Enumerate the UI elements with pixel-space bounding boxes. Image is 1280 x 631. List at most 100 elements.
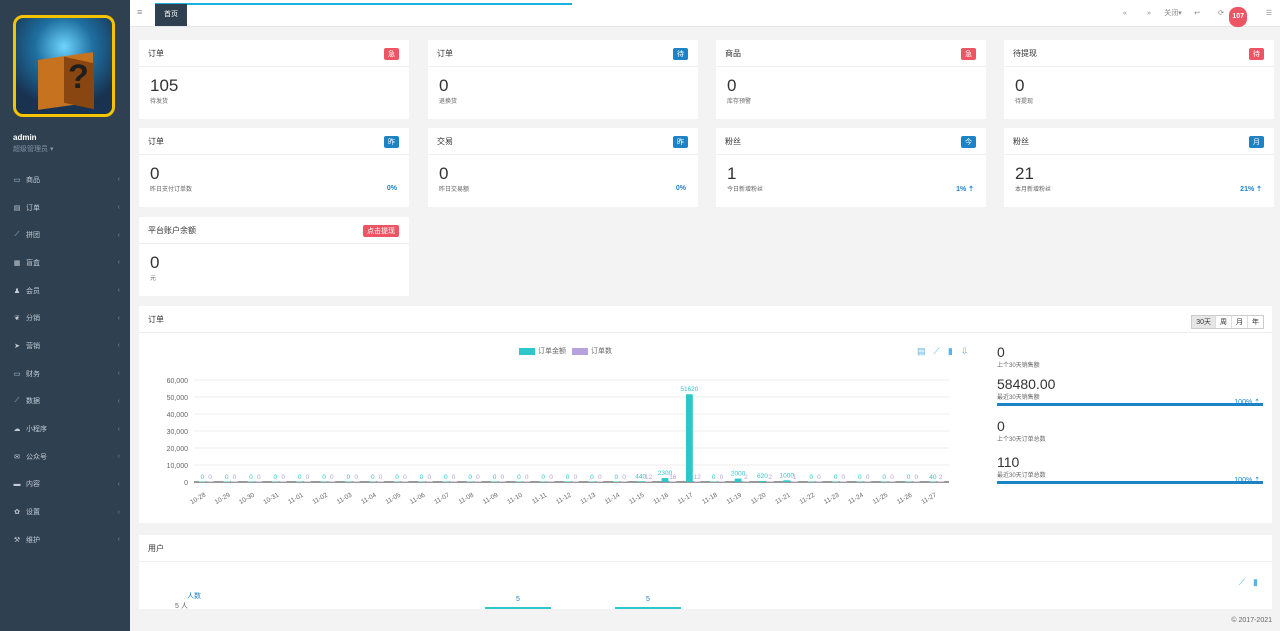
line-switch-icon[interactable]: ⟋ bbox=[933, 346, 940, 356]
back-icon[interactable]: ↩ bbox=[1194, 10, 1200, 17]
stat-card: 平台账户余额 点击提现 0 元 bbox=[139, 217, 409, 296]
loading-bar bbox=[155, 3, 572, 5]
bar-amount bbox=[442, 481, 450, 482]
card-label: 昨 bbox=[673, 136, 688, 148]
data-label: 0 bbox=[907, 474, 911, 481]
data-label: 0 bbox=[549, 474, 553, 481]
data-label: 0 bbox=[866, 474, 870, 481]
card-label: 急 bbox=[961, 48, 976, 60]
data-label: 0 bbox=[354, 474, 358, 481]
card-subtitle: 元 bbox=[150, 276, 157, 282]
range-button[interactable]: 周 bbox=[1216, 316, 1232, 328]
range-button[interactable]: 月 bbox=[1232, 316, 1248, 328]
data-label: 2 bbox=[744, 474, 748, 481]
footer-copyright: © 2017-2021 bbox=[1231, 617, 1272, 624]
sidebar-item-7[interactable]: ▭ 财务 ‹ bbox=[0, 360, 130, 388]
download-icon[interactable]: ⇩ bbox=[960, 346, 969, 356]
stat-progress bbox=[997, 481, 1263, 484]
bar-amount bbox=[296, 481, 304, 482]
chevron-left-icon: ‹ bbox=[117, 231, 120, 239]
sidebar-item-12[interactable]: ✿ 设置 ‹ bbox=[0, 498, 130, 526]
user-name[interactable]: admin bbox=[13, 133, 37, 142]
user-role[interactable]: 超级管理员 ▾ bbox=[13, 146, 54, 153]
data-label: 0 bbox=[257, 474, 261, 481]
share-icon: ❦ bbox=[14, 315, 20, 323]
tab-home[interactable]: 首页 bbox=[155, 4, 187, 26]
x-tick-label: 11-02 bbox=[311, 491, 329, 505]
sidebar-item-1[interactable]: ▤ 订单 ‹ bbox=[0, 194, 130, 222]
card-subtitle: 昨日交易额 bbox=[439, 187, 470, 193]
scroll-left-icon[interactable]: « bbox=[1123, 10, 1127, 17]
sidebar-item-9[interactable]: ☁ 小程序 ‹ bbox=[0, 415, 130, 443]
bar-amount bbox=[637, 481, 645, 482]
legend-label: 订单金额 bbox=[538, 348, 566, 355]
sidebar-item-label: 拼团 bbox=[26, 232, 40, 240]
sidebar-item-0[interactable]: ▭ 商品 ‹ bbox=[0, 166, 130, 194]
data-label: 0 bbox=[566, 474, 570, 481]
sidebar-item-label: 财务 bbox=[26, 370, 40, 378]
bar-switch-icon[interactable]: ▮ bbox=[947, 346, 953, 356]
sidebar-item-8[interactable]: ⟋ 数据 ‹ bbox=[0, 388, 130, 416]
sidebar-nav: ▭ 商品 ‹ ▤ 订单 ‹ ⟋ 拼团 ‹ ▦ 盲盒 ‹ ♟ 会员 ‹ ❦ 分销 ‹ ➤ 营销 ‹ ▭ 财务 ‹ ⟋ 数据 ‹ ☁ 小程序… bbox=[0, 166, 130, 554]
range-button[interactable]: 30天 bbox=[1192, 316, 1216, 328]
card-value: 0 bbox=[439, 164, 449, 183]
legend-item[interactable]: 订单数 bbox=[572, 346, 612, 356]
card-percent: 21% ⇡ bbox=[1240, 186, 1262, 193]
bell-icon[interactable]: ♪107 bbox=[1229, 5, 1256, 27]
data-label: 2000 bbox=[731, 471, 746, 478]
menu-toggle-icon[interactable]: ≡ bbox=[137, 7, 143, 17]
card-title: 交易 bbox=[437, 137, 453, 146]
line-switch-icon[interactable]: ⟋ bbox=[1238, 577, 1246, 587]
x-tick-label: 11-14 bbox=[604, 491, 622, 505]
data-label: 2 bbox=[939, 474, 943, 481]
sidebar-item-3[interactable]: ▦ 盲盒 ‹ bbox=[0, 249, 130, 277]
chevron-left-icon: ‹ bbox=[117, 342, 120, 350]
bar-amount bbox=[418, 481, 425, 482]
data-view-icon[interactable]: ▤ bbox=[917, 346, 926, 356]
card-value: 0 bbox=[150, 164, 160, 183]
sidebar-item-2[interactable]: ⟋ 拼团 ‹ bbox=[0, 221, 130, 249]
chart-icon: ⟋ bbox=[14, 231, 20, 239]
bar-switch-icon[interactable]: ▮ bbox=[1253, 577, 1258, 587]
bar-count bbox=[888, 481, 896, 482]
bar-amount bbox=[564, 481, 572, 482]
close-tabs-button[interactable]: 关闭▾ bbox=[1164, 10, 1182, 17]
card-subtitle: 昨日支付订单数 bbox=[150, 187, 193, 193]
bar-amount bbox=[759, 480, 766, 482]
bar-amount bbox=[661, 478, 669, 482]
sidebar-item-label: 数据 bbox=[26, 398, 40, 406]
scroll-right-icon[interactable]: » bbox=[1147, 10, 1151, 17]
sidebar-item-5[interactable]: ❦ 分销 ‹ bbox=[0, 304, 130, 332]
data-label: 0 bbox=[298, 474, 302, 481]
goods-icon: ▭ bbox=[13, 176, 21, 184]
user-panel-title: 用户 bbox=[148, 544, 164, 553]
card-subtitle: 本月新增粉丝 bbox=[1015, 187, 1052, 193]
sidebar-item-13[interactable]: ⚒ 维护 ‹ bbox=[0, 526, 130, 554]
data-label: 0 bbox=[322, 474, 326, 481]
refresh-icon[interactable]: ⟳ bbox=[1218, 10, 1224, 17]
sidebar-item-4[interactable]: ♟ 会员 ‹ bbox=[0, 277, 130, 305]
data-label: 0 bbox=[834, 474, 838, 481]
range-button[interactable]: 年 bbox=[1252, 319, 1259, 326]
chevron-left-icon: ‹ bbox=[117, 480, 120, 488]
sidebar-item-11[interactable]: ▬ 内容 ‹ bbox=[0, 471, 130, 499]
order-panel-title: 订单 bbox=[148, 315, 164, 324]
x-tick-label: 11-01 bbox=[287, 491, 305, 505]
user-bar bbox=[485, 607, 551, 609]
data-label: 12 bbox=[645, 474, 653, 481]
card-subtitle: 待发货 bbox=[150, 99, 169, 105]
card-value: 105 bbox=[150, 76, 179, 95]
sidebar-item-label: 内容 bbox=[26, 481, 40, 489]
x-tick-label: 11-09 bbox=[482, 491, 500, 505]
more-icon[interactable]: ☰ bbox=[1265, 10, 1273, 17]
card-label[interactable]: 点击提现 bbox=[363, 225, 399, 237]
member-icon: ♟ bbox=[13, 287, 21, 295]
card-value: 0 bbox=[439, 76, 449, 95]
stat-value: 0 bbox=[997, 344, 1005, 360]
sidebar-item-6[interactable]: ➤ 营销 ‹ bbox=[0, 332, 130, 360]
stats-icon: ⟋ bbox=[14, 397, 20, 405]
legend-item[interactable]: 订单金额 bbox=[519, 346, 566, 356]
sidebar-item-10[interactable]: ✉ 公众号 ‹ bbox=[0, 443, 130, 471]
stat-percent: 100% ⇡ bbox=[1234, 399, 1260, 406]
data-label: 0 bbox=[517, 474, 521, 481]
